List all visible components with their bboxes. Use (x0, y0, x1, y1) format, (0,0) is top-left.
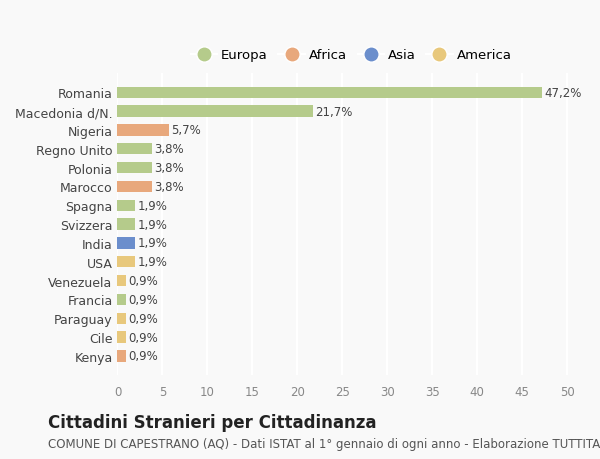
Text: 5,7%: 5,7% (172, 124, 201, 137)
Text: COMUNE DI CAPESTRANO (AQ) - Dati ISTAT al 1° gennaio di ogni anno - Elaborazione: COMUNE DI CAPESTRANO (AQ) - Dati ISTAT a… (48, 437, 600, 451)
Text: 47,2%: 47,2% (545, 87, 582, 100)
Text: 1,9%: 1,9% (137, 199, 167, 213)
Bar (118, 181, 152, 193)
Text: 21,7%: 21,7% (315, 106, 353, 118)
Bar (118, 294, 125, 305)
Bar (118, 162, 152, 174)
Text: 3,8%: 3,8% (154, 143, 184, 156)
Bar (118, 351, 125, 362)
Text: 1,9%: 1,9% (137, 256, 167, 269)
Bar (118, 257, 134, 268)
Legend: Europa, Africa, Asia, America: Europa, Africa, Asia, America (185, 44, 517, 67)
Text: 0,9%: 0,9% (128, 312, 158, 325)
Bar (118, 88, 542, 99)
Text: Cittadini Stranieri per Cittadinanza: Cittadini Stranieri per Cittadinanza (48, 413, 377, 431)
Bar (118, 125, 169, 136)
Bar (118, 219, 134, 230)
Text: 0,9%: 0,9% (128, 350, 158, 363)
Text: 0,9%: 0,9% (128, 274, 158, 287)
Text: 3,8%: 3,8% (154, 180, 184, 194)
Bar (118, 106, 313, 118)
Bar (118, 238, 134, 249)
Bar (118, 200, 134, 212)
Bar (118, 144, 152, 155)
Bar (118, 275, 125, 286)
Text: 1,9%: 1,9% (137, 218, 167, 231)
Text: 1,9%: 1,9% (137, 237, 167, 250)
Text: 0,9%: 0,9% (128, 293, 158, 306)
Bar (118, 313, 125, 324)
Text: 3,8%: 3,8% (154, 162, 184, 175)
Text: 0,9%: 0,9% (128, 331, 158, 344)
Bar (118, 332, 125, 343)
